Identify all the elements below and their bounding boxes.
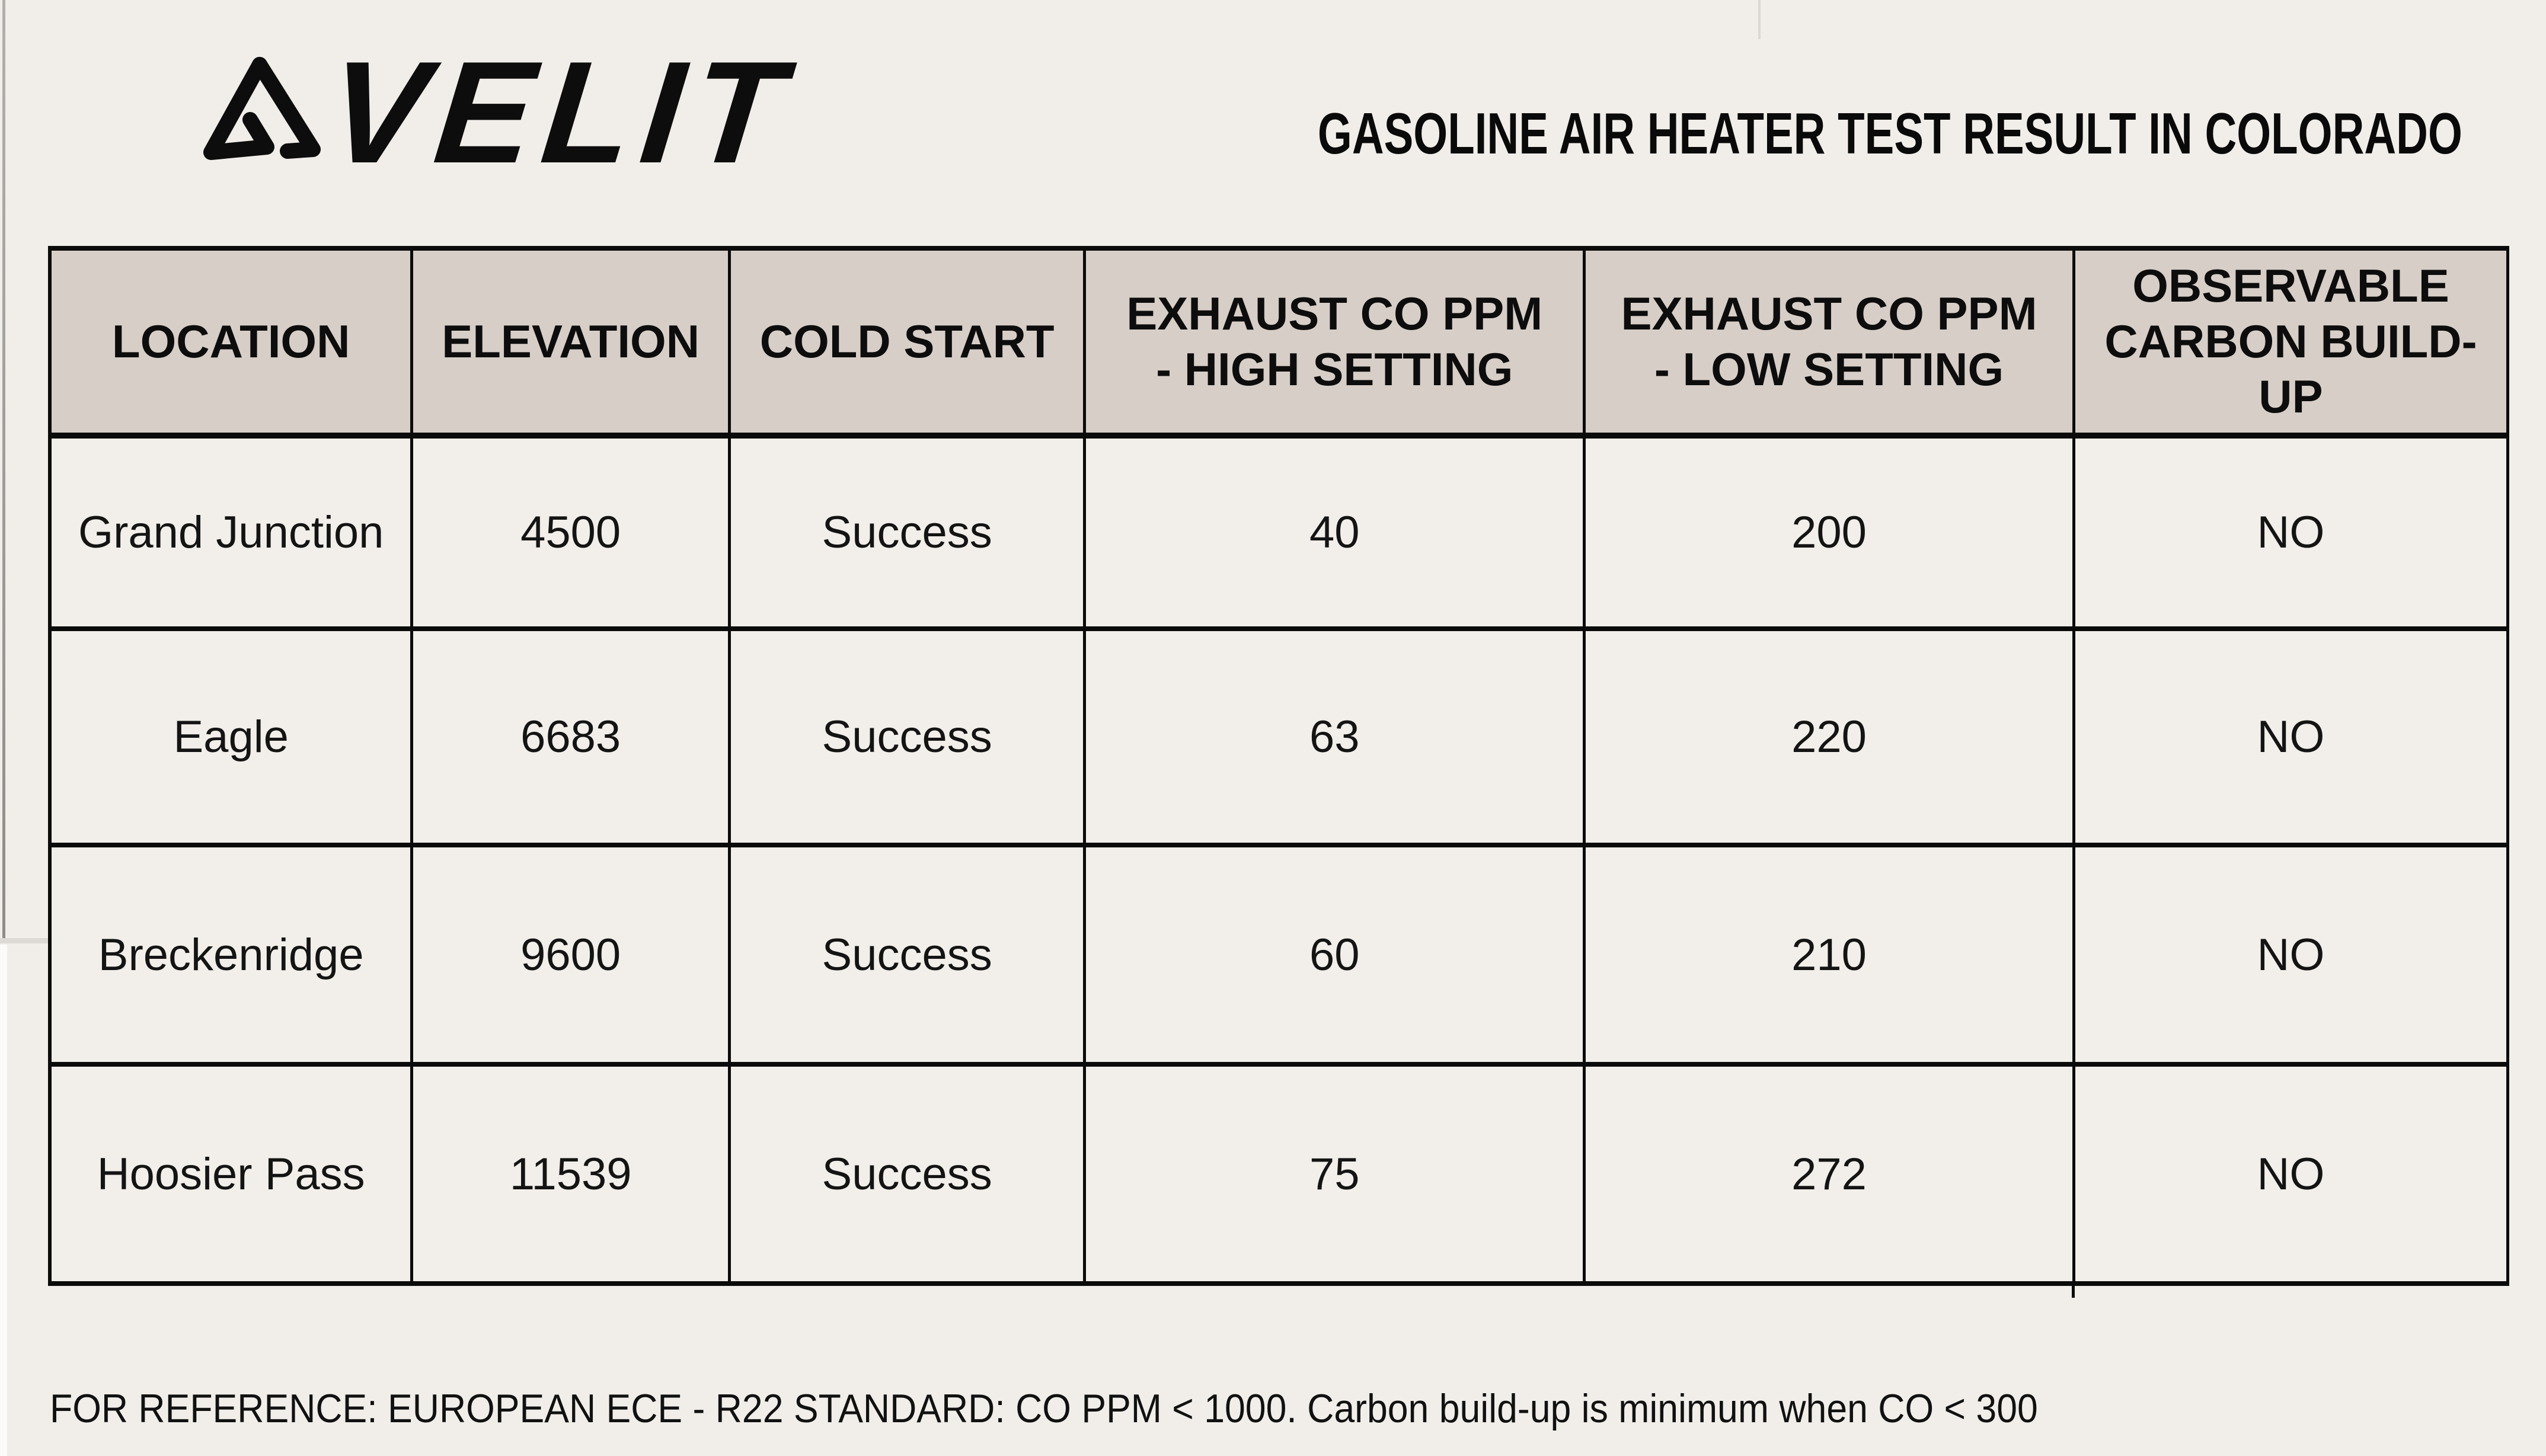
table-row-3-co-low: 210 (1586, 847, 2075, 1067)
table-row-2-cold-start: Success (730, 631, 1087, 847)
table-row-4-location: Hoosier Pass (52, 1067, 414, 1286)
table-row-1-co-low: 200 (1586, 439, 2075, 631)
table-row-2-location: Eagle (52, 631, 414, 847)
header-elevation: ELEVATION (413, 251, 731, 439)
table-row-4-cold-start: Success (730, 1067, 1087, 1286)
table-row-1-co-high: 40 (1086, 439, 1586, 631)
table-row-3-co-high: 60 (1086, 847, 1586, 1067)
test-result-table: LOCATION ELEVATION COLD START EXHAUST CO… (48, 246, 2509, 1286)
header-cold-start: COLD START (730, 251, 1087, 439)
header-elevation-line1: ELEVATION (442, 315, 700, 367)
table-row-4-elevation: 11539 (413, 1067, 731, 1286)
velit-triangle-logo-icon (203, 57, 321, 160)
header-co-high-line1: EXHAUST CO PPM (1126, 287, 1543, 340)
header-co-high: EXHAUST CO PPM - HIGH SETTING (1086, 251, 1586, 439)
header-carbon-buildup: OBSERVABLE CARBON BUILD-UP (2075, 251, 2506, 439)
page-title: GASOLINE AIR HEATER TEST RESULT IN COLOR… (1318, 101, 2462, 166)
table-row-1-location: Grand Junction (52, 439, 414, 631)
header-carbon-buildup-line2: CARBON BUILD-UP (2104, 315, 2477, 423)
page-edge-artifact-topright (1758, 0, 1761, 39)
page-edge-artifact-left (2, 0, 5, 940)
reference-note: FOR REFERENCE: EUROPEAN ECE - R22 STANDA… (50, 1385, 2210, 1432)
page-edge-artifact-shadow (0, 938, 83, 943)
brand-logo: VELIT (200, 31, 800, 193)
header-co-low: EXHAUST CO PPM - LOW SETTING (1586, 251, 2075, 439)
table-row-4-carbon-buildup: NO (2075, 1067, 2506, 1286)
table-row-3-cold-start: Success (730, 847, 1087, 1067)
table-row-1-carbon-buildup: NO (2075, 439, 2506, 631)
table-row-1-cold-start: Success (730, 439, 1087, 631)
header-co-low-line1: EXHAUST CO PPM (1621, 287, 2037, 340)
header-location: LOCATION (52, 251, 414, 439)
table-border-tail (2072, 1284, 2075, 1298)
table-row-4-co-low: 272 (1586, 1067, 2075, 1286)
table-row-4-co-high: 75 (1086, 1067, 1586, 1286)
header-carbon-buildup-line1: OBSERVABLE (2132, 260, 2449, 312)
table-row-2-co-high: 63 (1086, 631, 1586, 847)
page-title-text: GASOLINE AIR HEATER TEST RESULT IN COLOR… (1317, 100, 2462, 166)
header-co-high-line2: - HIGH SETTING (1156, 343, 1513, 395)
header-cold-start-line1: COLD START (759, 315, 1055, 367)
table-row-3-elevation: 9600 (413, 847, 731, 1067)
table-row-3-carbon-buildup: NO (2075, 847, 2506, 1067)
table-row-1-elevation: 4500 (413, 439, 731, 631)
table-row-2-carbon-buildup: NO (2075, 631, 2506, 847)
page-edge-artifact-strip (0, 945, 7, 1456)
table-row-2-co-low: 220 (1586, 631, 2075, 847)
table-row-2-elevation: 6683 (413, 631, 731, 847)
reference-note-text: FOR REFERENCE: EUROPEAN ECE - R22 STANDA… (50, 1386, 2038, 1431)
brand-name: VELIT (321, 31, 801, 193)
table-row-3-location: Breckenridge (52, 847, 414, 1067)
header-co-low-line2: - LOW SETTING (1654, 343, 2004, 395)
header-location-line1: LOCATION (111, 315, 350, 367)
